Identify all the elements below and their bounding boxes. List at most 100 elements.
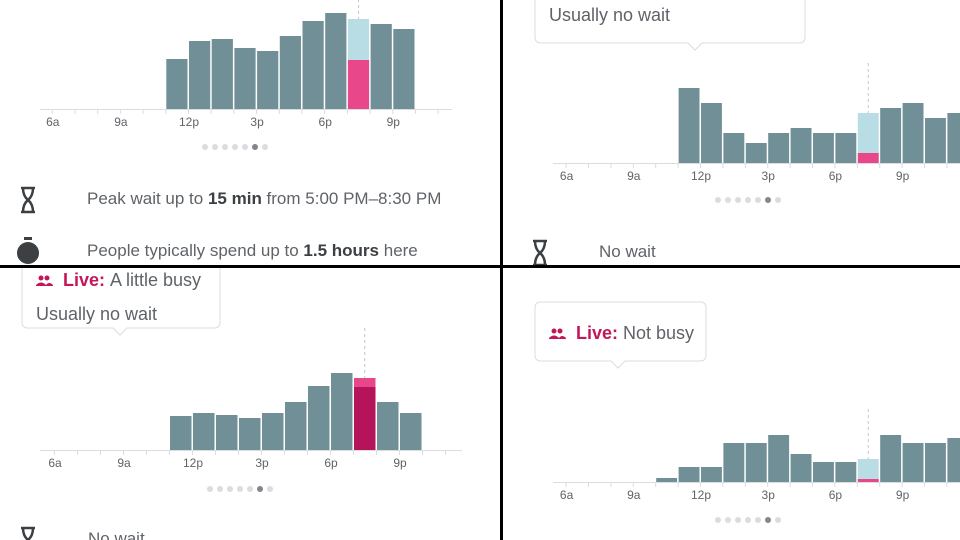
bar [377,402,399,450]
page-dot [735,197,741,203]
bar [745,143,767,163]
bar [902,443,924,482]
bar [701,467,722,482]
bar [189,41,211,109]
page-dot [775,197,781,203]
bar [947,438,960,482]
panel-canvas: 6a 9a 12p 3p 6p 9p Live: A little busy Usually n… [21,268,462,540]
people-icon [551,328,557,334]
info-part: here [379,241,418,260]
page-dot [227,486,233,492]
bar [166,59,188,109]
bar [790,454,812,482]
info-text: No wait [88,529,145,540]
bar [835,462,857,482]
bar [257,51,279,109]
panel-canvas: 6a 9a 12p 3p 6p 9p Peak wait up to 15 min from… [17,0,452,264]
hourglass-icon [21,186,35,214]
bar [400,413,422,450]
bar [925,118,946,163]
x-tick-label: 9a [627,169,641,183]
x-tick-label: 6p [829,488,843,502]
bar [308,386,330,450]
bar [678,88,700,163]
panel: 6a 9a 12p 3p 6p 9p Peak wait up to 15 min from… [0,0,500,265]
page-dot [715,197,721,203]
x-tick-label: 3p [250,115,264,129]
x-tick-label: 6a [560,488,574,502]
people-icon [44,275,50,281]
x-tick-label: 9p [896,488,910,502]
x-tick-label: 9p [896,169,910,183]
bar [262,413,284,450]
page-dot [232,144,238,150]
bar [947,113,960,163]
live-label: Live: [576,323,618,343]
x-tick-label: 9p [387,115,401,129]
bar [193,413,215,450]
page-dot [252,144,258,150]
bar [768,435,790,482]
hourglass-icon [533,239,547,265]
page-dot [212,144,218,150]
info-bold: 15 min [208,189,262,208]
page-dot [775,517,781,523]
x-tick-label: 6a [46,115,60,129]
page-dot [257,486,263,492]
bar [768,133,790,163]
x-tick-label: 6a [560,169,574,183]
panel: 6a 9a 12p 3p 6p 9p Live: Not busy [503,268,960,540]
page-dot [217,486,223,492]
tooltip-box [534,0,806,51]
bar [813,462,834,482]
bar [925,443,946,482]
panel: 6a 9a 12p 3p 6p 9p Live: A little busy Usually n… [0,268,500,540]
bar [234,48,256,109]
info-part: from 5:00 PM–8:30 PM [262,189,442,208]
page-dot [207,486,213,492]
panel-canvas: 6a 9a 12p 3p 6p 9p Usually no wait No wait [533,0,960,265]
bar [285,402,307,450]
x-tick-label: 6p [829,169,843,183]
page-dot [242,144,248,150]
tooltip-box [534,301,707,369]
page-dot [765,517,771,523]
info-text: Peak wait up to 15 min from 5:00 PM–8:30… [87,189,441,208]
bar [170,416,192,450]
x-tick-label: 12p [691,488,711,502]
bar [880,435,902,482]
info-text: No wait [599,242,656,261]
page-dot [715,517,721,523]
x-tick-label: 9a [627,488,641,502]
page-dot [262,144,268,150]
bar-usual-now [857,113,879,163]
tooltip-text: Usually no wait [36,304,157,324]
tooltip-part: A little busy [110,270,201,290]
bar [790,128,812,163]
page-dot [755,197,761,203]
x-tick-label: 12p [183,456,203,470]
people-icon [557,328,563,334]
info-part: No wait [88,529,145,540]
bar [239,418,261,450]
info-bold: 1.5 hours [303,241,379,260]
bar [331,373,353,450]
bar [745,443,767,482]
bar-live [857,153,879,163]
tooltip-text: Live: A little busy [63,270,201,290]
people-icon [36,282,53,286]
tooltip-box [21,268,221,336]
page-dot [765,197,771,203]
timer-icon [17,242,39,264]
x-tick-label: 3p [762,488,776,502]
bar [902,103,924,163]
live-label: Live: [63,270,105,290]
bar [678,467,700,482]
page-dot [267,486,273,492]
panel-canvas: 6a 9a 12p 3p 6p 9p Live: Not busy [534,301,960,523]
timer-icon [24,237,32,240]
tooltip-part: Usually no wait [549,5,670,25]
x-tick-label: 6p [319,115,333,129]
bar [216,415,238,450]
page-dot [755,517,761,523]
